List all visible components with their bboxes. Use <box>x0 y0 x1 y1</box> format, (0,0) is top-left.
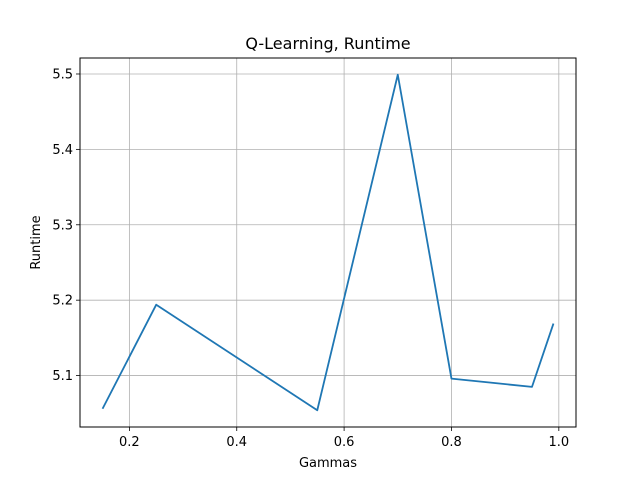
y-tick-label: 5.1 <box>52 369 73 384</box>
y-tick-label: 5.2 <box>52 294 73 309</box>
y-tick-label: 5.4 <box>52 143 73 158</box>
x-tick-label: 0.4 <box>226 435 247 450</box>
ticks: 0.2 0.4 0.6 0.8 1.0 5.1 5.2 5.3 5.4 5.5 <box>52 67 569 450</box>
grid <box>80 58 576 427</box>
x-tick-label: 0.6 <box>334 435 355 450</box>
y-axis-label: Runtime <box>29 215 44 269</box>
plot-frame <box>79 57 577 428</box>
y-tick-label: 5.5 <box>52 67 73 82</box>
y-tick-label: 5.3 <box>52 218 73 233</box>
series-layer <box>101 73 555 412</box>
chart-title: Q-Learning, Runtime <box>245 34 410 53</box>
x-tick-label: 1.0 <box>548 435 569 450</box>
x-tick-label: 0.8 <box>441 435 462 450</box>
x-axis-label: Gammas <box>299 456 357 471</box>
x-tick-label: 0.2 <box>119 435 140 450</box>
series-line-0 <box>101 73 555 412</box>
